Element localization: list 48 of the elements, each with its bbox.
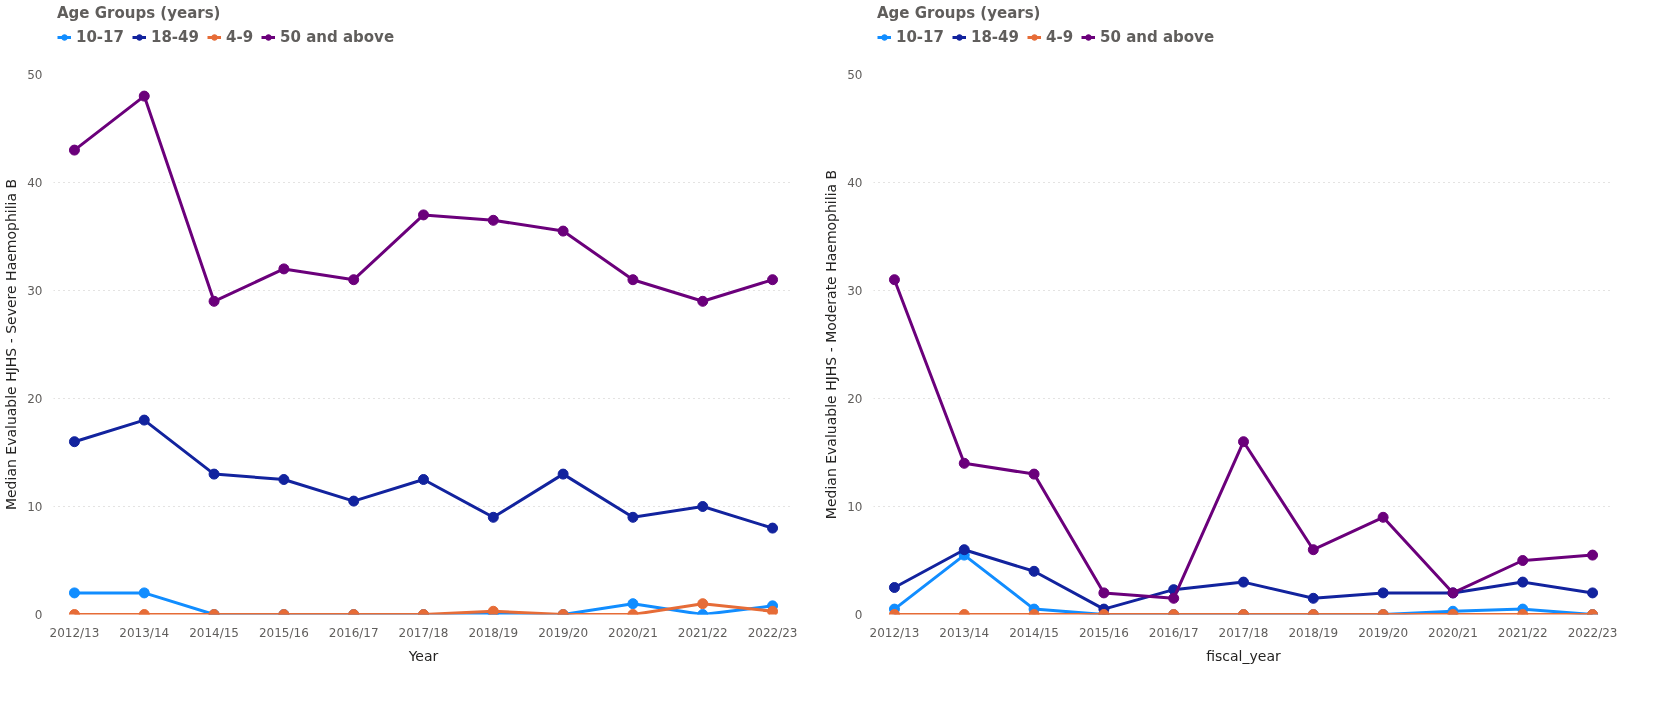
x-tick-label: 2015/16: [258, 625, 309, 640]
legend-label: 18-49: [150, 28, 199, 46]
y-axis-title: Median Evaluable HJHS - Moderate Haemophilia B: [823, 169, 840, 520]
x-tick-label: 2014/15: [189, 625, 239, 640]
y-tick-label: 0: [854, 608, 863, 622]
x-tick-label: 2022/23: [1567, 625, 1618, 640]
x-tick-label: 2016/17: [328, 625, 379, 640]
x-tick-label: 2021/22: [677, 625, 728, 640]
x-tick-label: 2015/16: [1078, 625, 1129, 640]
x-tick-label: 2012/13: [869, 625, 920, 640]
x-tick-label: 2020/21: [1428, 625, 1478, 640]
x-axis-title: fiscal_year: [1206, 647, 1281, 664]
x-tick-label: 2022/23: [747, 625, 798, 640]
x-tick-label: 2013/14: [119, 625, 170, 640]
x-axis-title: Year: [407, 647, 439, 664]
y-tick-label: 50: [847, 68, 863, 82]
legend-title: Age Groups (years): [877, 4, 1042, 22]
x-tick-label: 2013/14: [939, 625, 990, 640]
x-tick-label: 2016/17: [1148, 625, 1199, 640]
y-axis-title: Median Evaluable HJHS - Severe Haemophilia B: [3, 178, 20, 511]
legend-label: 50 and above: [1100, 28, 1215, 46]
legend-title: Age Groups (years): [57, 4, 222, 22]
x-tick-label: 2020/21: [608, 625, 658, 640]
x-tick-label: 2014/15: [1009, 625, 1059, 640]
x-tick-label: 2017/18: [1218, 625, 1269, 640]
y-tick-label: 50: [27, 68, 43, 82]
legend-label: 10-17: [76, 28, 124, 46]
x-tick-label: 2018/19: [468, 625, 519, 640]
y-tick-label: 40: [847, 176, 863, 190]
x-tick-label: 2017/18: [398, 625, 449, 640]
x-tick-label: 2019/20: [1358, 625, 1409, 640]
legend-label: 18-49: [970, 28, 1019, 46]
legend-label: 10-17: [896, 28, 944, 46]
y-tick-label: 30: [847, 284, 863, 298]
y-tick-label: 10: [847, 500, 863, 514]
y-tick-label: 10: [27, 500, 43, 514]
y-tick-label: 20: [847, 392, 863, 406]
y-tick-label: 40: [27, 176, 43, 190]
x-tick-label: 2018/19: [1288, 625, 1339, 640]
legend-label: 4-9: [225, 28, 254, 46]
y-tick-label: 20: [27, 392, 43, 406]
y-tick-label: 0: [34, 608, 43, 622]
legend-label: 4-9: [1045, 28, 1074, 46]
legend-label: 50 and above: [280, 28, 395, 46]
x-tick-label: 2021/22: [1497, 625, 1548, 640]
x-tick-label: 2012/13: [49, 625, 100, 640]
y-tick-label: 30: [27, 284, 43, 298]
x-tick-label: 2019/20: [538, 625, 589, 640]
